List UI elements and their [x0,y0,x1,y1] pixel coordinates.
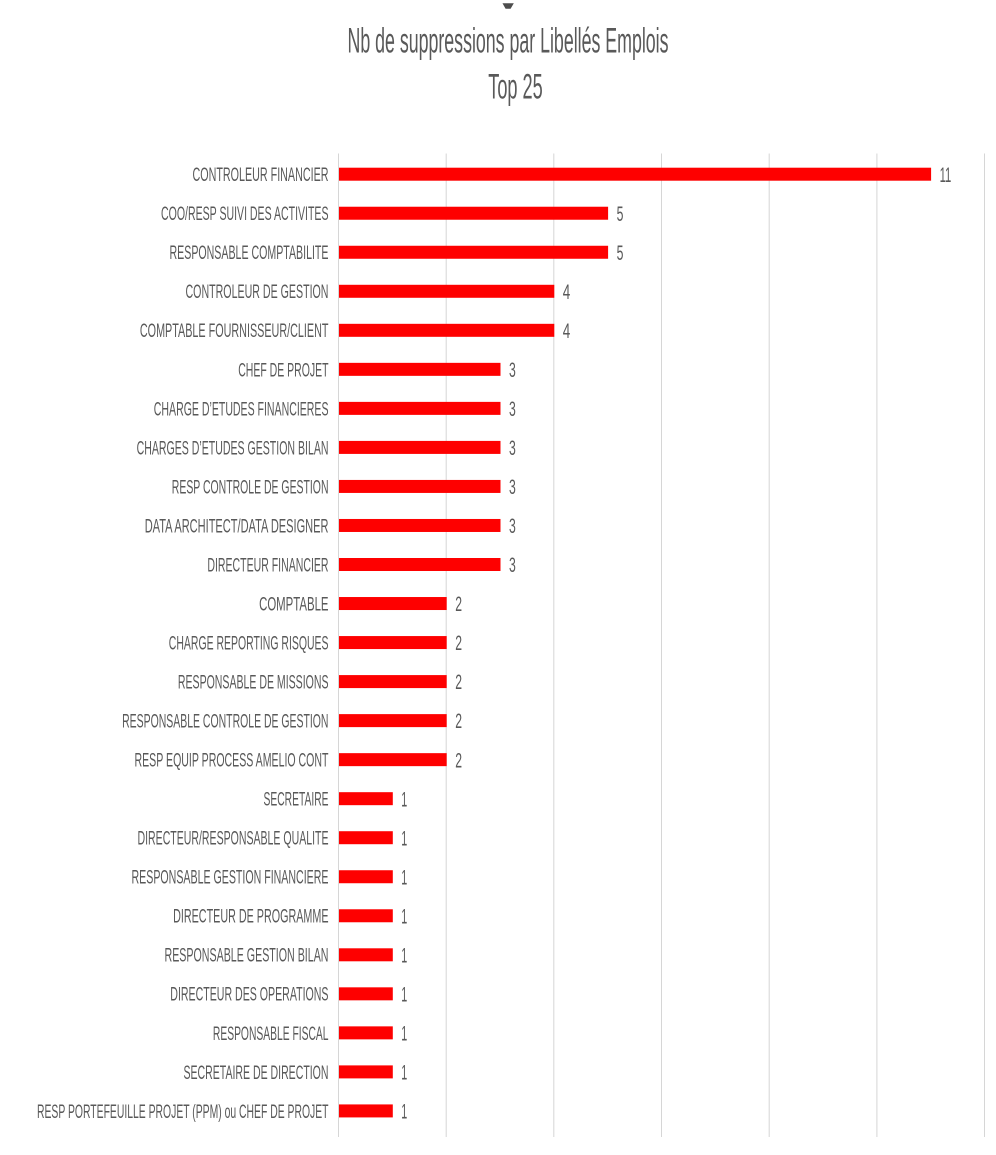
svg-text:3: 3 [509,359,516,382]
svg-text:DIRECTEUR DES OPERATIONS: DIRECTEUR DES OPERATIONS [170,985,328,1006]
svg-text:SECRETAIRE: SECRETAIRE [264,790,329,811]
svg-text:RESPONSABLE COMPTABILITE: RESPONSABLE COMPTABILITE [170,243,329,264]
svg-text:1: 1 [401,1101,407,1124]
svg-text:COO/RESP SUIVI DES ACTIVITES: COO/RESP SUIVI DES ACTIVITES [161,204,329,225]
svg-text:DIRECTEUR DE PROGRAMME: DIRECTEUR DE PROGRAMME [173,907,328,928]
svg-text:3: 3 [509,515,516,538]
svg-text:DIRECTEUR FINANCIER: DIRECTEUR FINANCIER [207,555,328,576]
svg-text:3: 3 [509,398,516,421]
svg-text:RESPONSABLE GESTION FINANCIERE: RESPONSABLE GESTION FINANCIERE [132,868,329,889]
svg-text:2: 2 [455,632,462,655]
svg-text:2: 2 [455,671,462,694]
svg-text:RESPONSABLE CONTROLE DE GESTIO: RESPONSABLE CONTROLE DE GESTION [122,712,328,733]
svg-text:11: 11 [940,164,952,187]
svg-text:2: 2 [455,749,462,772]
svg-text:Top 25: Top 25 [488,68,543,107]
svg-text:CHARGE D’ETUDES FINANCIERES: CHARGE D’ETUDES FINANCIERES [154,399,329,420]
svg-text:COMPTABLE FOURNISSEUR/CLIENT: COMPTABLE FOURNISSEUR/CLIENT [140,321,329,342]
svg-text:5: 5 [617,242,624,265]
svg-text:CONTROLEUR FINANCIER: CONTROLEUR FINANCIER [193,165,329,186]
svg-text:3: 3 [509,437,516,460]
svg-text:1: 1 [401,905,407,928]
svg-text:3: 3 [509,554,516,577]
svg-text:CHEF DE PROJET: CHEF DE PROJET [238,360,329,381]
svg-text:3: 3 [509,476,516,499]
svg-text:DIRECTEUR/RESPONSABLE QUALITE: DIRECTEUR/RESPONSABLE QUALITE [138,829,329,850]
svg-text:5: 5 [617,203,624,226]
svg-text:CHARGE REPORTING RISQUES: CHARGE REPORTING RISQUES [169,633,329,654]
svg-text:SECRETAIRE DE DIRECTION: SECRETAIRE DE DIRECTION [184,1063,329,1084]
svg-text:1: 1 [401,827,407,850]
svg-text:CONTROLEUR DE GESTION: CONTROLEUR DE GESTION [186,282,329,303]
svg-text:RESPONSABLE DE MISSIONS: RESPONSABLE DE MISSIONS [178,672,329,693]
svg-text:DATA ARCHITECT/DATA DESIGNER: DATA ARCHITECT/DATA DESIGNER [145,516,329,537]
svg-text:CHARGES D’ETUDES GESTION BILAN: CHARGES D’ETUDES GESTION BILAN [137,438,329,459]
svg-text:4: 4 [563,281,571,304]
svg-text:1: 1 [401,866,407,889]
svg-text:RESP CONTROLE DE GESTION: RESP CONTROLE DE GESTION [172,477,329,498]
svg-text:2: 2 [455,593,462,616]
svg-text:1: 1 [401,983,407,1006]
svg-text:4: 4 [563,320,571,343]
svg-text:1: 1 [401,944,407,967]
svg-text:2: 2 [455,710,462,733]
svg-text:1: 1 [401,1022,407,1045]
svg-text:1: 1 [401,788,407,811]
svg-text:RESP PORTEFEUILLE PROJET (PPM): RESP PORTEFEUILLE PROJET (PPM) ou CHEF D… [37,1102,329,1123]
svg-text:COMPTABLE: COMPTABLE [259,594,328,615]
svg-text:1: 1 [401,1061,407,1084]
svg-text:RESP EQUIP PROCESS AMELIO CONT: RESP EQUIP PROCESS AMELIO CONT [135,751,329,772]
svg-text:RESPONSABLE GESTION BILAN: RESPONSABLE GESTION BILAN [165,946,329,967]
svg-text:Nb de suppressions par Libellé: Nb de suppressions par Libellés Emplois [348,22,669,61]
svg-text:RESPONSABLE FISCAL: RESPONSABLE FISCAL [213,1024,329,1045]
